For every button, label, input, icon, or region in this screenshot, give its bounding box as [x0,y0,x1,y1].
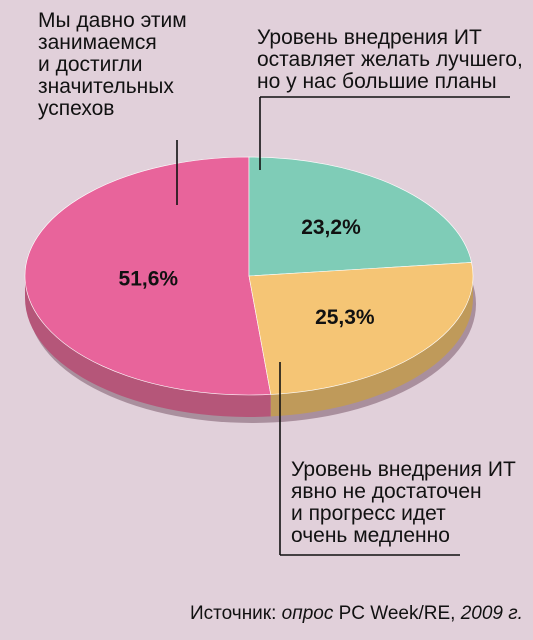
pie-side-2 [270,276,473,417]
slice-teal [248,156,472,277]
source-note: Источник: опрос PC Week/RE, 2009 г. [190,603,523,625]
value-label-teal: 23,2% [301,216,361,239]
label-teal-slice: Уровень внедрения ИТ оставляет желать лу… [257,26,523,93]
slice-yellow [248,262,474,395]
source-em-survey: опрос [281,603,334,624]
value-label-yellow: 25,3% [315,306,375,329]
value-label-pink: 51,6% [119,268,179,291]
slice-pink [24,156,272,396]
label-pink-slice: Мы давно этим занимаемся и достигли знач… [38,9,187,120]
label-yellow-slice: Уровень внедрения ИТ явно не достаточен … [291,458,516,547]
pie-side-0 [25,276,271,417]
source-prefix: Источник: [190,603,282,624]
source-mid: PC Week/RE, [333,603,461,624]
source-em-year: 2009 г. [460,603,523,624]
